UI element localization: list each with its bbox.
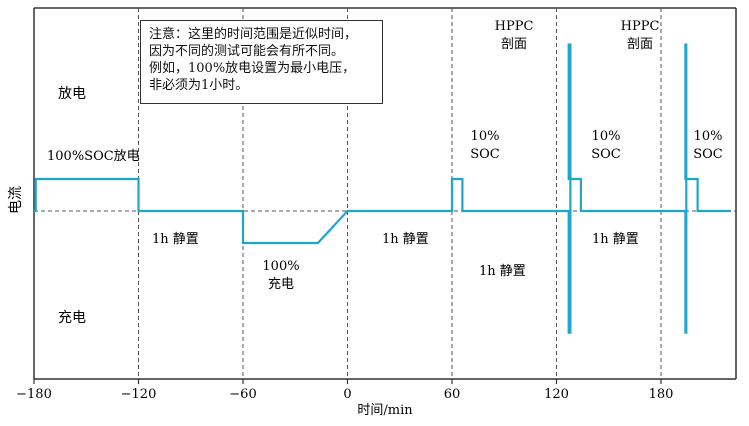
current-trace-group [34,43,731,334]
x-axis-label: 时间/min [357,403,413,418]
label-soc10-b-pct: 10% [592,129,621,144]
x-tick-label: 60 [444,387,461,402]
label-hppc-2-bottom: 剖面 [627,37,653,52]
label-soc10-b-text: SOC [591,147,621,162]
label-rest-2: 1h 静置 [382,232,429,247]
label-hppc-1-bottom: 剖面 [501,37,527,52]
y-axis-label: 电流 [8,186,24,214]
label-rest-3: 1h 静置 [479,264,526,279]
x-tick-label: 120 [544,387,569,402]
label-hppc-2-top: HPPC [621,19,660,34]
x-tick-label: −120 [121,387,157,402]
label-soc10-c-pct: 10% [694,129,723,144]
label-soc10-a-pct: 10% [471,129,500,144]
x-ticks: −180 −120 −60 0 60 120 180 [16,379,673,402]
label-charge100-pct: 100% [262,259,299,274]
x-tick-label: 0 [343,387,351,402]
label-rest-4: 1h 静置 [592,232,639,247]
note-line: 注意：这里的时间范围是近似时间， [149,27,358,42]
note-line: 非必须为1小时。 [149,78,249,93]
label-discharge: 放电 [58,86,86,102]
label-charge: 充电 [58,310,86,326]
current-trace [34,43,731,334]
label-rest-1: 1h 静置 [152,232,199,247]
note-box: 注意：这里的时间范围是近似时间， 因为不同的测试可能会有所不同。 例如，100%… [140,20,383,104]
label-hppc-1-top: HPPC [495,19,534,34]
label-soc10-a-text: SOC [470,147,500,162]
note-line: 例如，100%放电设置为最小电压， [149,61,356,76]
note-line: 因为不同的测试可能会有所不同。 [149,44,345,59]
x-tick-label: 180 [649,387,674,402]
label-soc100-discharge: 100%SOC放电 [47,149,140,164]
x-tick-label: −60 [229,387,256,402]
label-charge100-text: 充电 [268,276,294,292]
label-soc10-c-text: SOC [693,147,723,162]
x-tick-label: −180 [16,387,52,402]
